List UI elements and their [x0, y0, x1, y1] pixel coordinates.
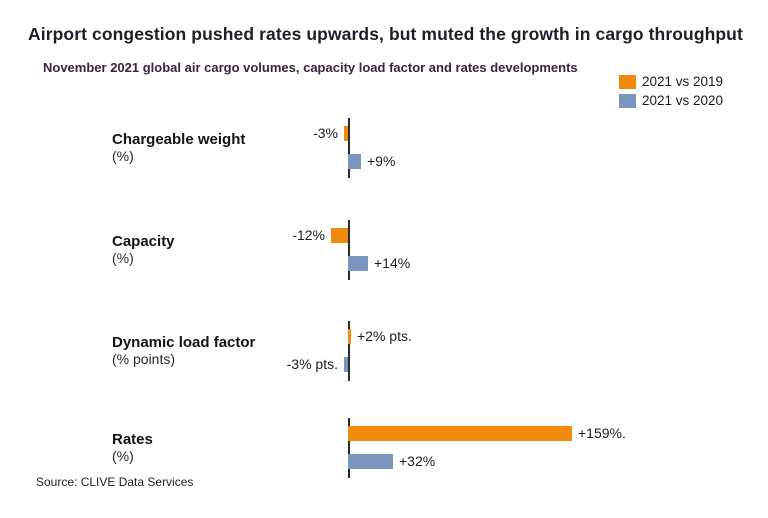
chart-section-dynamic-load-factor: Dynamic load factor (% points) +2% pts. -3%…	[0, 321, 768, 381]
category-label-block: Capacity (%)	[112, 233, 175, 266]
axis-line	[348, 418, 350, 478]
category-label: Dynamic load factor	[112, 334, 256, 351]
bar-2021-vs-2020	[348, 454, 393, 469]
legend-label: 2021 vs 2020	[642, 93, 724, 108]
legend-swatch-icon	[619, 93, 636, 108]
chart-section-rates: Rates (%) +159%. +32%	[0, 418, 768, 478]
bar-2021-vs-2020	[348, 256, 368, 271]
axis-line	[348, 220, 350, 280]
bar-value-label: +32%	[399, 453, 436, 469]
bar-2021-vs-2019	[348, 329, 351, 344]
category-unit-label: (%)	[112, 250, 134, 267]
category-unit-label: (%)	[112, 148, 134, 165]
bar-value-label: +2% pts.	[357, 328, 412, 344]
bar-2021-vs-2020	[344, 357, 348, 372]
bar-value-label: +159%.	[578, 425, 626, 441]
category-unit-label: (% points)	[112, 351, 176, 368]
bar-2021-vs-2019	[348, 426, 572, 441]
bar-value-label: -12%	[292, 227, 325, 243]
bar-value-label: +9%	[367, 153, 396, 169]
category-label-block: Rates (%)	[112, 431, 153, 464]
category-label: Chargeable weight	[112, 131, 246, 148]
category-label-block: Chargeable weight (%)	[112, 131, 245, 164]
source-note: Source: CLIVE Data Services	[36, 475, 194, 489]
legend-item: 2021 vs 2020	[619, 91, 723, 110]
bar-value-label: -3%	[313, 125, 338, 141]
bar-value-label: +14%	[374, 255, 411, 271]
chart-section-capacity: Capacity (%) -12% +14%	[0, 220, 768, 280]
axis-line	[348, 321, 350, 381]
axis-line	[348, 118, 350, 178]
chart-title: Airport congestion pushed rates upwards,…	[28, 24, 743, 44]
category-unit-label: (%)	[112, 448, 134, 465]
chart-section-chargeable-weight: Chargeable weight (%) -3% +9%	[0, 118, 768, 178]
bar-2021-vs-2019	[331, 228, 348, 243]
category-label-block: Dynamic load factor (% points)	[112, 334, 255, 367]
legend-item: 2021 vs 2019	[619, 72, 723, 91]
chart-subtitle: November 2021 global air cargo volumes, …	[43, 60, 578, 75]
bar-value-label: -3% pts.	[286, 356, 338, 372]
legend-swatch-icon	[619, 74, 636, 89]
legend: 2021 vs 2019 2021 vs 2020	[619, 72, 723, 110]
legend-label: 2021 vs 2019	[642, 74, 724, 89]
bar-2021-vs-2020	[348, 154, 361, 169]
category-label: Rates	[112, 431, 153, 448]
category-label: Capacity	[112, 233, 175, 250]
bar-2021-vs-2019	[344, 126, 348, 141]
